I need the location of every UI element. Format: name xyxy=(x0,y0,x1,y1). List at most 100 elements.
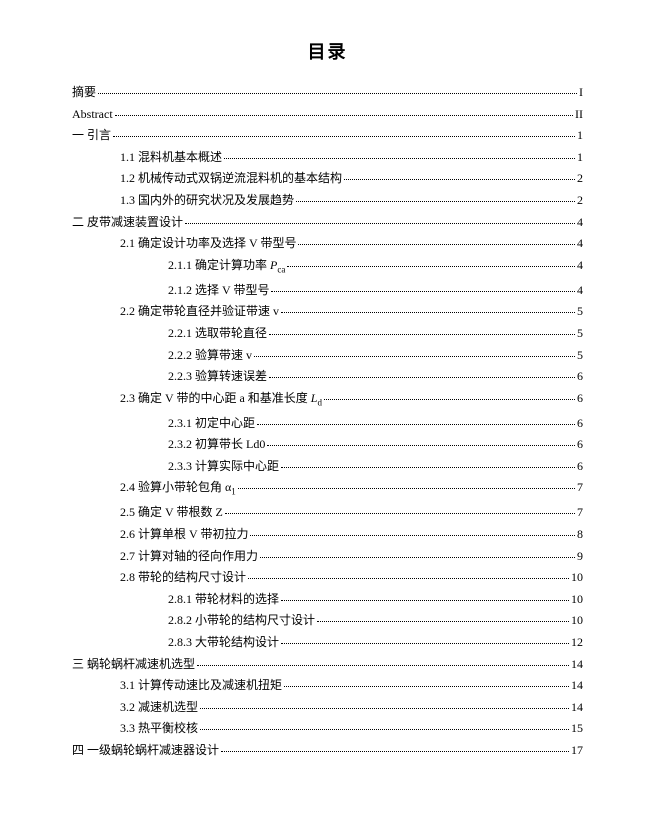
toc-entry: 1.2 机械传动式双锅逆流混料机的基本结构 2 xyxy=(72,172,583,184)
toc-entry-text: 2.1 确定设计功率及选择 V 带型号 xyxy=(120,237,296,249)
toc-entry-page: 10 xyxy=(571,571,583,583)
toc-entry-text: 2.4 验算小带轮包角 α1 xyxy=(120,481,236,496)
toc-entry-page: 17 xyxy=(571,744,583,756)
toc-entry-page: 7 xyxy=(577,481,583,493)
toc-entry-page: 10 xyxy=(571,614,583,626)
toc-entry: 一 引言 1 xyxy=(72,129,583,141)
toc-entry-text: 2.8 带轮的结构尺寸设计 xyxy=(120,571,246,583)
toc-entry: 2.6 计算单根 V 带初拉力 8 xyxy=(72,528,583,540)
toc-leader xyxy=(344,178,575,180)
toc-entry: 2.3 确定 V 带的中心距 a 和基准长度 Ld 6 xyxy=(72,392,583,407)
toc-entry-page: 8 xyxy=(577,528,583,540)
toc-leader xyxy=(260,556,575,558)
toc-leader xyxy=(281,642,569,644)
toc-entry: 2.2.1 选取带轮直径 5 xyxy=(72,327,583,339)
toc-leader xyxy=(248,577,569,579)
toc-leader xyxy=(257,423,575,425)
toc-entry-text: 2.6 计算单根 V 带初拉力 xyxy=(120,528,248,540)
toc-entry: 三 蜗轮蜗杆减速机选型14 xyxy=(72,658,583,670)
toc-entry: 2.8.3 大带轮结构设计 12 xyxy=(72,636,583,648)
toc-leader xyxy=(224,157,575,159)
toc-entry: 2.2.3 验算转速误差6 xyxy=(72,370,583,382)
toc-leader xyxy=(324,398,575,400)
toc-entry: 2.3.1 初定中心距6 xyxy=(72,417,583,429)
toc-entry: 2.8.2 小带轮的结构尺寸设计 10 xyxy=(72,614,583,626)
toc-entry: 2.8.1 带轮材料的选择 10 xyxy=(72,593,583,605)
toc-entry-text: 3.3 热平衡校核 xyxy=(120,722,198,734)
toc-entry-page: 5 xyxy=(577,349,583,361)
toc-entry-page: 4 xyxy=(577,284,583,296)
toc-entry: 二 皮带减速装置设计 4 xyxy=(72,216,583,228)
toc-entry: 2.2.2 验算带速 v 5 xyxy=(72,349,583,361)
toc-entry: 四 一级蜗轮蜗杆减速器设计 17 xyxy=(72,744,583,756)
toc-leader xyxy=(238,487,575,489)
toc-entry-text: 2.3.2 初算带长 Ld0 xyxy=(168,438,265,450)
toc-leader xyxy=(113,135,575,137)
toc-leader xyxy=(287,265,575,267)
toc-entry-page: 1 xyxy=(577,129,583,141)
toc-leader xyxy=(254,355,575,357)
toc-entry: 2.7 计算对轴的径向作用力9 xyxy=(72,550,583,562)
toc-entry-text: 2.3 确定 V 带的中心距 a 和基准长度 Ld xyxy=(120,392,322,407)
toc-entry: 1.3 国内外的研究状况及发展趋势 2 xyxy=(72,194,583,206)
toc-entry-text: 2.1.2 选择 V 带型号 xyxy=(168,284,269,296)
toc-entry-text: Abstract xyxy=(72,108,113,120)
toc-entry-page: 14 xyxy=(571,679,583,691)
toc-entry-text: 2.2.2 验算带速 v xyxy=(168,349,252,361)
toc-entry-page: 10 xyxy=(571,593,583,605)
toc-entry-text: 2.3.3 计算实际中心距 xyxy=(168,460,279,472)
toc-entry: 2.2 确定带轮直径并验证带速 v 5 xyxy=(72,305,583,317)
toc-entry: Abstract II xyxy=(72,108,583,120)
toc-entry-text: 2.1.1 确定计算功率 Pca xyxy=(168,259,285,274)
toc-entry: 2.1.1 确定计算功率 Pca4 xyxy=(72,259,583,274)
toc-entry-text: 四 一级蜗轮蜗杆减速器设计 xyxy=(72,744,219,756)
toc-entry-text: 1.2 机械传动式双锅逆流混料机的基本结构 xyxy=(120,172,342,184)
toc-entry-text: 2.8.3 大带轮结构设计 xyxy=(168,636,279,648)
toc-entry-text: 2.8.1 带轮材料的选择 xyxy=(168,593,279,605)
toc-entry-page: 5 xyxy=(577,305,583,317)
toc-leader xyxy=(221,750,569,752)
toc-entry: 3.3 热平衡校核15 xyxy=(72,722,583,734)
toc-entry-text: 2.2.1 选取带轮直径 xyxy=(168,327,267,339)
toc-entry-page: 6 xyxy=(577,460,583,472)
toc-entry-page: 1 xyxy=(577,151,583,163)
toc-entry-page: 14 xyxy=(571,701,583,713)
toc-leader xyxy=(271,290,575,292)
toc-leader xyxy=(98,92,577,94)
toc-entry: 摘要I xyxy=(72,86,583,98)
toc-leader xyxy=(317,620,569,622)
toc-leader xyxy=(281,311,575,313)
toc-entry-text: 二 皮带减速装置设计 xyxy=(72,216,183,228)
toc-entry-text: 2.5 确定 V 带根数 Z xyxy=(120,506,223,518)
toc-entry: 2.1.2 选择 V 带型号 4 xyxy=(72,284,583,296)
toc-entry: 2.8 带轮的结构尺寸设计 10 xyxy=(72,571,583,583)
toc-leader xyxy=(298,243,575,245)
toc-entry-text: 一 引言 xyxy=(72,129,111,141)
toc-list: 摘要I Abstract II 一 引言 1 1.1 混料机基本概述 1 1.2 机械传动式双… xyxy=(72,86,583,756)
toc-leader xyxy=(284,685,569,687)
toc-entry-page: 14 xyxy=(571,658,583,670)
toc-entry-page: II xyxy=(575,108,583,120)
toc-entry-text: 1.3 国内外的研究状况及发展趋势 xyxy=(120,194,294,206)
toc-entry-page: 9 xyxy=(577,550,583,562)
toc-entry-page: 12 xyxy=(571,636,583,648)
toc-title: 目录 xyxy=(72,38,583,64)
toc-entry-page: 2 xyxy=(577,194,583,206)
toc-leader xyxy=(269,376,575,378)
toc-leader xyxy=(281,599,569,601)
toc-leader xyxy=(269,333,575,335)
toc-entry-page: 5 xyxy=(577,327,583,339)
toc-entry-text: 摘要 xyxy=(72,86,96,98)
toc-entry: 3.2 减速机选型 14 xyxy=(72,701,583,713)
toc-entry-page: 6 xyxy=(577,392,583,404)
toc-entry-text: 1.1 混料机基本概述 xyxy=(120,151,222,163)
toc-entry-page: 4 xyxy=(577,216,583,228)
toc-entry-page: 6 xyxy=(577,438,583,450)
toc-entry-text: 2.8.2 小带轮的结构尺寸设计 xyxy=(168,614,315,626)
toc-entry-text: 3.2 减速机选型 xyxy=(120,701,198,713)
toc-entry-page: 2 xyxy=(577,172,583,184)
toc-entry: 2.3.2 初算带长 Ld0 6 xyxy=(72,438,583,450)
toc-entry-text: 2.2 确定带轮直径并验证带速 v xyxy=(120,305,279,317)
toc-entry: 2.5 确定 V 带根数 Z 7 xyxy=(72,506,583,518)
toc-entry-page: 7 xyxy=(577,506,583,518)
